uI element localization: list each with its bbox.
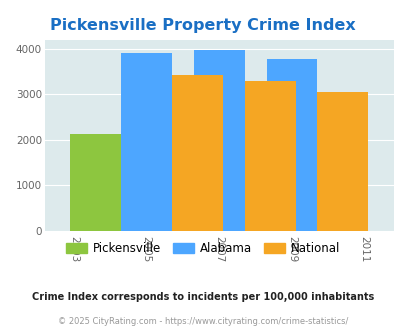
Bar xyxy=(143,160,193,231)
Bar xyxy=(193,50,244,231)
Bar xyxy=(70,134,121,231)
Bar xyxy=(121,53,172,231)
Bar xyxy=(244,81,295,231)
Text: Pickensville Property Crime Index: Pickensville Property Crime Index xyxy=(50,18,355,33)
Text: Crime Index corresponds to incidents per 100,000 inhabitants: Crime Index corresponds to incidents per… xyxy=(32,292,373,302)
Bar xyxy=(215,201,266,231)
Text: © 2025 CityRating.com - https://www.cityrating.com/crime-statistics/: © 2025 CityRating.com - https://www.city… xyxy=(58,317,347,326)
Bar xyxy=(172,75,222,231)
Legend: Pickensville, Alabama, National: Pickensville, Alabama, National xyxy=(61,237,344,260)
Bar xyxy=(317,92,367,231)
Bar xyxy=(266,59,317,231)
